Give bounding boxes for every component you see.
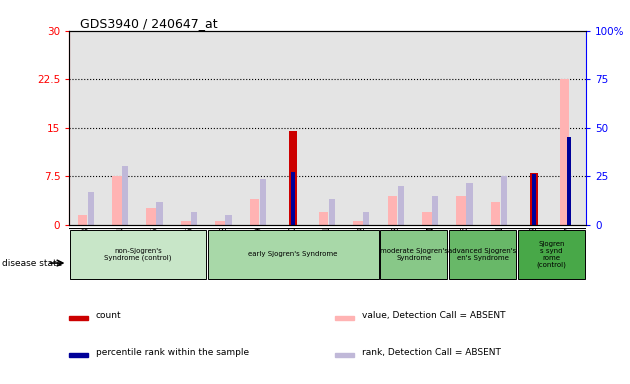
Bar	[138, 31, 173, 225]
Bar	[146, 209, 156, 225]
Bar	[551, 31, 586, 225]
Bar	[387, 195, 397, 225]
Bar	[70, 230, 207, 279]
Bar	[173, 31, 207, 225]
Bar	[311, 31, 345, 225]
Bar	[191, 212, 197, 225]
Bar	[363, 212, 369, 225]
Bar	[345, 31, 379, 225]
Text: non-Sjogren's
Syndrome (control): non-Sjogren's Syndrome (control)	[105, 248, 172, 261]
Bar	[260, 179, 266, 225]
Bar	[398, 186, 404, 225]
Bar	[449, 230, 517, 279]
Text: count: count	[96, 311, 122, 319]
Bar	[518, 230, 585, 279]
Text: rank, Detection Call = ABSENT: rank, Detection Call = ABSENT	[362, 348, 501, 357]
Bar	[491, 202, 500, 225]
Bar	[291, 172, 295, 225]
Bar	[112, 176, 122, 225]
Bar	[456, 195, 466, 225]
Bar	[104, 31, 138, 225]
Text: Sjogren
s synd
rome
(control): Sjogren s synd rome (control)	[537, 241, 566, 268]
Bar	[249, 199, 260, 225]
Bar	[432, 195, 438, 225]
Text: GDS3940 / 240647_at: GDS3940 / 240647_at	[79, 17, 217, 30]
Bar	[69, 31, 104, 225]
Bar	[226, 215, 231, 225]
Bar	[241, 31, 276, 225]
Bar	[276, 31, 311, 225]
Bar	[329, 199, 335, 225]
Bar	[380, 230, 447, 279]
Bar	[88, 192, 94, 225]
Bar	[517, 31, 551, 225]
Bar	[379, 31, 414, 225]
Text: disease state: disease state	[2, 258, 62, 268]
Bar	[466, 183, 472, 225]
Text: value, Detection Call = ABSENT: value, Detection Call = ABSENT	[362, 311, 505, 319]
Text: advanced Sjogren's
en's Syndrome: advanced Sjogren's en's Syndrome	[449, 248, 517, 261]
Bar	[69, 353, 88, 358]
Bar	[532, 174, 536, 225]
Text: early Sjogren's Syndrome: early Sjogren's Syndrome	[248, 252, 338, 257]
Bar	[483, 31, 517, 225]
Text: percentile rank within the sample: percentile rank within the sample	[96, 348, 249, 357]
Bar	[122, 167, 128, 225]
Bar	[559, 79, 570, 225]
Bar	[335, 316, 353, 320]
Bar	[353, 222, 363, 225]
Bar	[69, 316, 88, 320]
Bar	[422, 212, 432, 225]
Bar	[77, 215, 87, 225]
Bar	[215, 222, 225, 225]
Bar	[448, 31, 483, 225]
Bar	[414, 31, 448, 225]
Text: moderate Sjogren's
Syndrome: moderate Sjogren's Syndrome	[380, 248, 448, 261]
Bar	[319, 212, 328, 225]
Bar	[566, 137, 571, 225]
Bar	[289, 131, 297, 225]
Bar	[335, 353, 353, 358]
Bar	[156, 202, 163, 225]
Bar	[207, 31, 241, 225]
Bar	[501, 176, 507, 225]
Bar	[181, 222, 190, 225]
Bar	[208, 230, 379, 279]
Bar	[530, 173, 538, 225]
